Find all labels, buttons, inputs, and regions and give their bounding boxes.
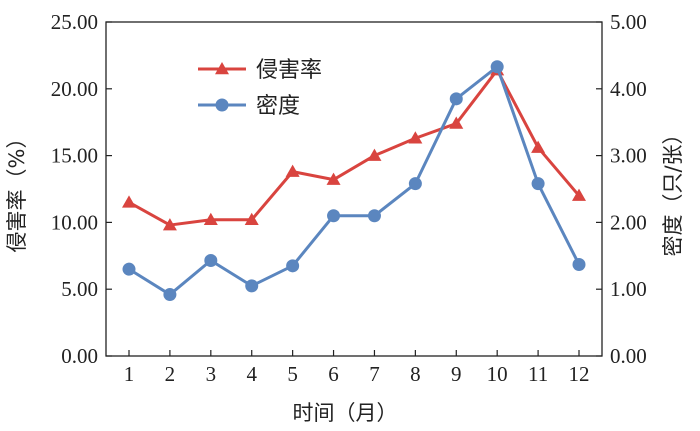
series-line	[128, 68, 581, 227]
data-point	[572, 257, 586, 271]
data-point	[449, 116, 464, 129]
data-point	[203, 212, 218, 225]
x-tick-label: 8	[410, 362, 421, 386]
x-tick-label: 7	[369, 362, 380, 386]
x-axis-ticks: 1 2 3 4 5 6 7 8 9 10 11 12	[124, 350, 590, 386]
x-tick-label: 9	[451, 362, 462, 386]
data-point	[531, 140, 546, 153]
data-point	[244, 212, 259, 225]
legend-label: 侵害率	[256, 58, 322, 83]
data-point	[408, 177, 422, 191]
right-tick-label: 1.00	[610, 277, 647, 301]
right-tick-label: 0.00	[610, 344, 647, 368]
left-tick-label: 5.00	[61, 277, 98, 301]
data-point	[326, 172, 341, 185]
left-tick-label: 15.00	[51, 144, 98, 168]
data-point	[204, 253, 218, 267]
series-layer	[122, 60, 586, 302]
data-point	[162, 218, 177, 231]
series-line	[128, 65, 581, 297]
left-tick-label: 25.00	[51, 10, 98, 34]
x-tick-label: 5	[287, 362, 298, 386]
right-axis-ticks: 0.00 1.00 2.00 3.00 4.00 5.00	[596, 10, 647, 368]
left-tick-label: 10.00	[51, 210, 98, 234]
series-1	[122, 63, 586, 231]
data-point	[163, 288, 177, 302]
right-tick-label: 4.00	[610, 77, 647, 101]
x-tick-label: 4	[246, 362, 257, 386]
data-point	[572, 188, 586, 201]
data-point	[449, 92, 463, 106]
legend-label: 密度	[256, 94, 300, 119]
data-point	[327, 209, 341, 223]
data-point	[122, 262, 136, 276]
left-axis-title: 侵害率（%）	[5, 128, 29, 253]
data-point	[286, 259, 300, 273]
x-axis-title: 时间（月）	[293, 401, 398, 425]
right-tick-label: 3.00	[610, 144, 647, 168]
x-tick-label: 12	[569, 362, 590, 386]
left-tick-label: 20.00	[51, 77, 98, 101]
data-point	[285, 164, 300, 177]
axes	[105, 21, 603, 357]
right-tick-label: 5.00	[610, 10, 647, 34]
series-2	[122, 60, 586, 302]
legend-item-1: 侵害率	[198, 58, 322, 83]
legend-marker	[215, 62, 229, 75]
legend-item-2: 密度	[198, 94, 300, 119]
x-tick-label: 10	[487, 362, 508, 386]
data-point	[245, 279, 259, 293]
data-point	[367, 148, 382, 161]
data-point	[490, 60, 504, 74]
x-tick-label: 2	[165, 362, 176, 386]
left-axis-ticks: 0.00 5.00 10.00 15.00 20.00 25.00	[51, 10, 112, 368]
x-tick-label: 1	[124, 362, 135, 386]
x-tick-label: 6	[328, 362, 339, 386]
plot-frame	[105, 21, 603, 357]
x-tick-label: 3	[206, 362, 217, 386]
legend-marker	[215, 98, 229, 112]
x-tick-label: 11	[528, 362, 548, 386]
right-tick-label: 2.00	[610, 210, 647, 234]
data-point	[367, 209, 381, 223]
left-tick-label: 0.00	[61, 344, 98, 368]
data-point	[531, 177, 545, 191]
right-axis-title: 密度（只/张）	[661, 123, 685, 256]
data-point	[408, 131, 423, 144]
data-point	[122, 195, 136, 208]
